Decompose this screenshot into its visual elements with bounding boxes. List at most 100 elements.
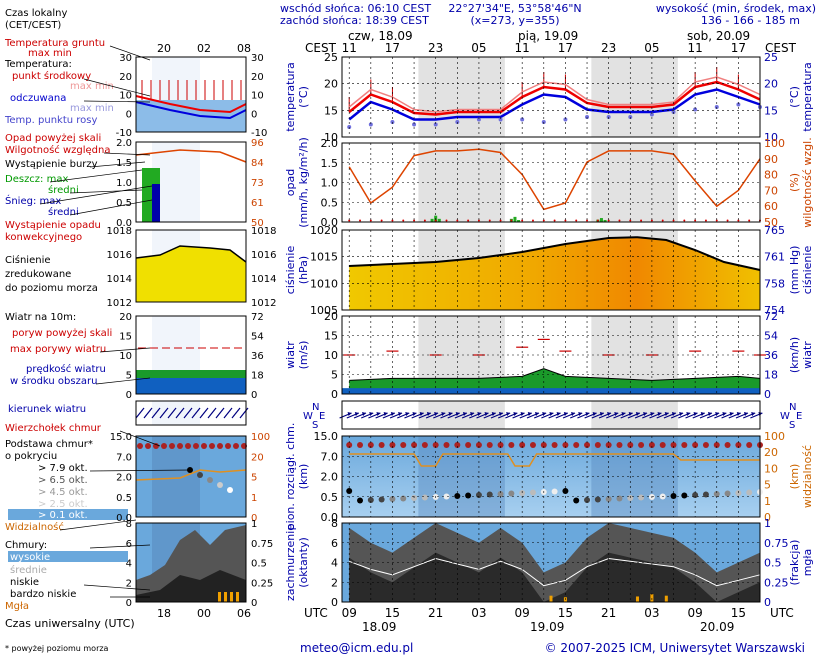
legend-leader-line [83, 100, 151, 103]
dew-point-dot [433, 122, 438, 127]
cloud-top-dot [519, 442, 526, 448]
cover-left-tick: 0 [331, 596, 338, 609]
legend-cloud-right-tick: 20 [251, 452, 264, 463]
cloud-left-tick: 0.5 [321, 491, 339, 504]
wind-direction-arrowhead [700, 412, 705, 416]
legend-pressure-left-tick: 1012 [107, 298, 132, 309]
legend-precip-right-tick: 61 [251, 198, 264, 209]
legend-precip-panel: 2.0 1.5 1.0 0.5 0.0 96 84 73 61 50 [116, 138, 264, 229]
precip-left-tick: 2.0 [321, 137, 339, 150]
legend-snow-max: Śnieg: max [5, 194, 61, 207]
legend-gust-max: max porywy wiatru [10, 344, 106, 355]
legend-cloud-night [152, 436, 200, 517]
legend-local-time-2: (CET/CEST) [5, 20, 61, 31]
utc-tick: 21 [601, 606, 616, 620]
legend-pressure-2: zredukowane [5, 269, 71, 280]
legend-wind-arrow [239, 407, 249, 419]
legend-wind-low [136, 378, 246, 394]
cloud-base-dot [497, 491, 504, 497]
humidity-line [348, 148, 761, 211]
temperature-panel: 25 20 15 10 25 20 15 10 temperatura(°C) (°C)tempe… [284, 51, 814, 144]
wind-direction-arrowhead [527, 412, 532, 416]
precip-right-tick: 90 [764, 153, 778, 166]
cloud-right-tick: 1 [764, 495, 771, 508]
legend-cloud-top-dot [161, 443, 167, 449]
wind-direction-border [341, 400, 761, 430]
legend-wind-border [135, 315, 247, 395]
legend-cloud-base: Podstawa chmur* [5, 439, 93, 450]
utc-tick: 15 [385, 606, 400, 620]
utc-tick: 09 [687, 606, 702, 620]
precip-left-tick: 0.0 [321, 216, 339, 229]
cest-tick: 05 [644, 41, 659, 55]
wind-direction-arrowhead [671, 412, 676, 416]
cloud-top-dot [346, 442, 353, 448]
cloud-top-dot [659, 442, 666, 448]
wind-right-axis-label: (km/h)wiatr [788, 337, 814, 373]
wind-direction-arrowhead [534, 412, 539, 416]
top-time-axis: CEST CEST czw, 18.09 pią, 19.09 sob, 20.… [305, 29, 797, 55]
legend-cloud-base-dot [197, 472, 203, 478]
legend-leader-line [83, 78, 151, 97]
wind-direction-arrowhead [434, 412, 439, 416]
wind-direction-arrowhead [376, 412, 381, 416]
cloud-right-axis-label: (km)widzialność [788, 445, 814, 508]
legend-pressure-right-tick: 1014 [251, 274, 276, 285]
wind-plot-border [341, 315, 761, 395]
cloud-cover-panel: 8 6 4 2 0 1 0.75 0.5 0.25 0 zachmurzenie(oktanty) (… [284, 517, 814, 609]
cover-left-axis-label: zachmurzenie(oktanty) [284, 524, 310, 601]
utc-tick: 15 [731, 606, 746, 620]
cloud-top-dot [465, 442, 472, 448]
legend-rain-avg: średni [48, 184, 79, 196]
precip-night-band [418, 143, 505, 222]
legend-precip-border [135, 141, 247, 223]
visibility-line [349, 453, 760, 467]
precip-zero-dot [369, 219, 372, 222]
dew-point-dot [476, 117, 481, 122]
cloud-base-dot [594, 496, 601, 503]
wind-left-tick: 20 [324, 310, 338, 323]
precip-zero-dot [391, 219, 394, 222]
utc-tick: 09 [515, 606, 530, 620]
wind-direction-arrowhead [390, 412, 395, 416]
day-label-top-1: czw, 18.09 [348, 29, 413, 43]
legend-wind-right-tick: 18 [251, 371, 264, 382]
legend-temp-apparent-line [135, 101, 247, 120]
cloud-top-dot [648, 442, 655, 448]
cloud-top-dot [573, 442, 580, 448]
cloud-top-dot [486, 442, 493, 448]
cover-left-tick: 4 [331, 557, 338, 570]
cest-label-left: CEST [305, 41, 337, 55]
temp-right-tick: 20 [764, 78, 778, 91]
wind-speed-line [349, 368, 761, 381]
legend-precip-over: Opad powyżej skali [5, 133, 101, 144]
pressure-plot-border [341, 229, 761, 311]
cloud-left-tick: 2.0 [321, 471, 339, 484]
cloud-base-dot [724, 490, 731, 497]
wind-direction-arrowhead [520, 412, 525, 416]
wind-direction-arrowhead [592, 412, 597, 416]
cest-tick: 17 [385, 41, 400, 55]
utc-tick: 03 [471, 606, 486, 620]
cloud-base-dot [529, 489, 536, 496]
cloud-top-dot [508, 442, 515, 448]
cloud-extent-night-band [591, 436, 678, 517]
dew-point-dot [736, 102, 741, 107]
precip-zero-dot [477, 219, 480, 222]
cloud-base-dot [443, 493, 450, 500]
wind-direction-arrowhead [643, 412, 648, 416]
legend-cloud-panel: 15.0 7.0 2.0 0.5 0.0 100 20 5 1 0 [110, 432, 270, 524]
footer-email[interactable]: meteo@icm.edu.pl [300, 641, 413, 655]
wind-left-tick: 10 [324, 349, 338, 362]
precip-zero-dot [521, 219, 524, 222]
cover-right-tick: 0.25 [764, 576, 789, 589]
compass-s: S [789, 420, 795, 431]
precip-zero-dot [661, 219, 664, 222]
precip-zero-dot [359, 219, 362, 222]
dew-point-dot [563, 117, 568, 122]
legend-leader-line [95, 377, 151, 385]
cloud-top-dot [389, 442, 396, 448]
temperature-plot-border [341, 56, 761, 138]
